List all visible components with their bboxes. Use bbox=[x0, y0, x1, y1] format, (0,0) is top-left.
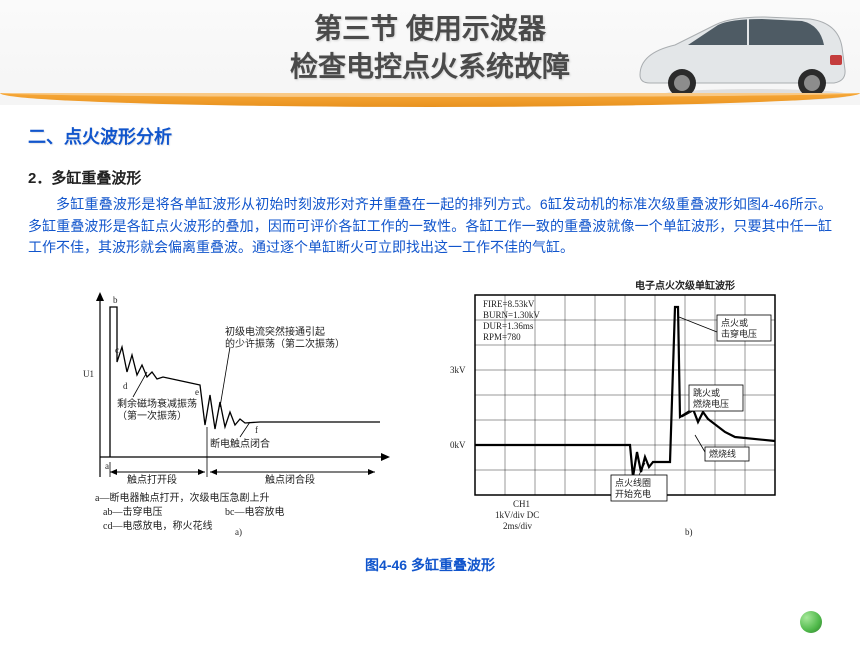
lbl-close-seg: 触点闭合段 bbox=[265, 473, 315, 486]
pt-a: a bbox=[105, 461, 109, 471]
car-illustration bbox=[580, 5, 860, 105]
co-ignite2: 击穿电压 bbox=[721, 328, 757, 339]
co-coil1: 点火线圈 bbox=[615, 477, 651, 488]
diagram-a: U1 a b c d e f 初级电流突然接通引起 的少许振荡（第二次振荡） 剩… bbox=[55, 277, 405, 537]
co-burnline: 燃烧线 bbox=[709, 448, 736, 459]
leg-a: a—断电器触点打开，次级电压急剧上升 bbox=[95, 491, 269, 504]
slide-header: 第三节 使用示波器 检查电控点火系统故障 bbox=[0, 0, 860, 105]
lbl-res2: （第一次振荡） bbox=[117, 409, 187, 422]
stat-fire: FIRE=8.53kV bbox=[483, 299, 535, 309]
ch2: 1kV/div DC bbox=[495, 510, 539, 520]
co-coil2: 开始充电 bbox=[615, 488, 651, 499]
co-flame2: 燃烧电压 bbox=[693, 398, 729, 409]
stat-rpm: RPM=780 bbox=[483, 332, 521, 342]
diagram-b: 电子点火次级单缸波形 3kV 0kV FIRE=8.53kV BURN=1.30… bbox=[435, 277, 805, 537]
ch3: 2ms/div bbox=[503, 521, 533, 531]
figure-row: U1 a b c d e f 初级电流突然接通引起 的少许振荡（第二次振荡） 剩… bbox=[0, 277, 860, 537]
lbl-cc: 断电触点闭合 bbox=[210, 437, 270, 450]
lbl-res1: 剩余磁场衰减振荡 bbox=[117, 397, 197, 410]
axis-y-label: U1 bbox=[83, 369, 94, 379]
b-title: 电子点火次级单缸波形 bbox=[635, 279, 735, 292]
section-heading: 2．多缸重叠波形 bbox=[28, 167, 860, 188]
leg-bc: bc—电容放电 bbox=[225, 505, 284, 518]
pt-c: c bbox=[115, 345, 119, 355]
slide-nav-dot[interactable] bbox=[800, 611, 822, 633]
sub-a: a) bbox=[235, 527, 242, 537]
pt-e: e bbox=[195, 387, 199, 397]
section-subtitle: 二、点火波形分析 bbox=[28, 123, 860, 149]
pt-d: d bbox=[123, 381, 128, 391]
sub-b: b) bbox=[685, 527, 693, 537]
pt-f: f bbox=[255, 425, 258, 435]
figure-caption: 图4-46 多缸重叠波形 bbox=[0, 555, 860, 575]
lbl-osc1: 初级电流突然接通引起 bbox=[225, 325, 325, 338]
co-ignite1: 点火或 bbox=[721, 317, 748, 328]
lbl-open-seg: 触点打开段 bbox=[127, 473, 177, 486]
stat-burn: BURN=1.30kV bbox=[483, 310, 540, 320]
stat-dur: DUR=1.36ms bbox=[483, 321, 534, 331]
ytick-0kv: 0kV bbox=[450, 440, 466, 450]
co-flame1: 跳火或 bbox=[693, 387, 720, 398]
ch1: CH1 bbox=[513, 499, 530, 509]
leg-ab: ab—击穿电压 bbox=[103, 505, 162, 518]
lbl-osc1b: 的少许振荡（第二次振荡） bbox=[225, 337, 345, 350]
body-paragraph: 多缸重叠波形是将各单缸波形从初始时刻波形对齐并重叠在一起的排列方式。6缸发动机的… bbox=[28, 194, 832, 259]
pt-b: b bbox=[113, 295, 118, 305]
ytick-3kv: 3kV bbox=[450, 365, 466, 375]
leg-cd: cd—电感放电，称火花线 bbox=[103, 519, 212, 532]
